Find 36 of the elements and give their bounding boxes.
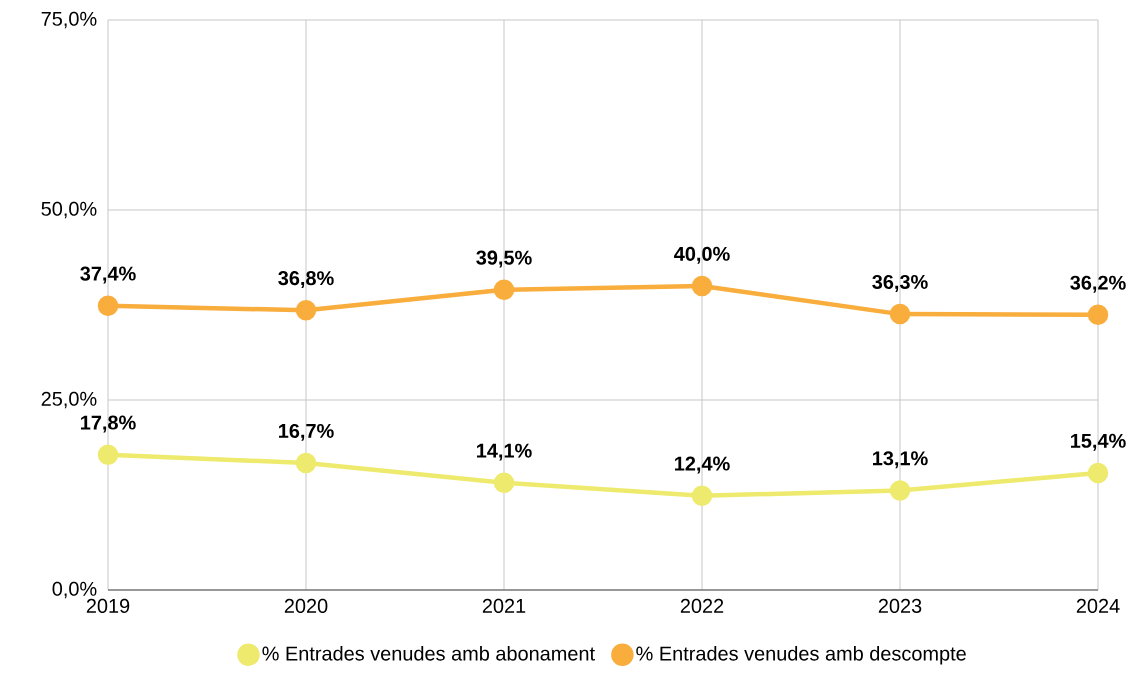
x-tick-label: 2022: [680, 598, 724, 613]
y-tick-label: 25,0%: [41, 391, 97, 409]
data-label: 40,0%: [674, 246, 730, 264]
data-label: 14,1%: [477, 443, 532, 461]
point: [889, 480, 911, 501]
x-tick-label: 2019: [86, 598, 130, 613]
data-label: 15,4%: [1071, 433, 1126, 451]
legend-label: % Entrades venudes amb abonament: [262, 646, 595, 661]
data-label: 17,8%: [81, 415, 136, 433]
x-tick-label: 2023: [878, 598, 922, 613]
data-label: 39,5%: [476, 250, 532, 268]
data-label: 13,1%: [873, 451, 928, 469]
y-tick-label: 50,0%: [41, 201, 97, 219]
x-tick-label: 2021: [482, 598, 526, 613]
y-tick-label: 75,0%: [41, 11, 97, 29]
data-label: 12,4%: [675, 456, 730, 474]
data-label: 36,2%: [1070, 275, 1126, 293]
point: [691, 485, 713, 506]
x-tick-label: 2020: [284, 598, 328, 613]
point: [97, 295, 119, 316]
data-label: 37,4%: [80, 266, 136, 284]
point: [295, 452, 317, 474]
point: [1087, 304, 1109, 326]
point: [97, 444, 119, 465]
y-tick-label: 0,0%: [52, 581, 97, 599]
point: [295, 300, 317, 321]
data-label: 36,3%: [872, 274, 928, 292]
point: [691, 275, 713, 297]
point: [1087, 462, 1109, 484]
point: [889, 303, 911, 325]
x-tick-label: 2024: [1076, 598, 1120, 613]
legend-label: % Entrades venudes amb descompte: [636, 646, 966, 665]
point: [493, 279, 515, 301]
data-label: 16,7%: [279, 423, 334, 441]
point: [493, 472, 515, 494]
data-label: 36,8%: [278, 271, 334, 289]
